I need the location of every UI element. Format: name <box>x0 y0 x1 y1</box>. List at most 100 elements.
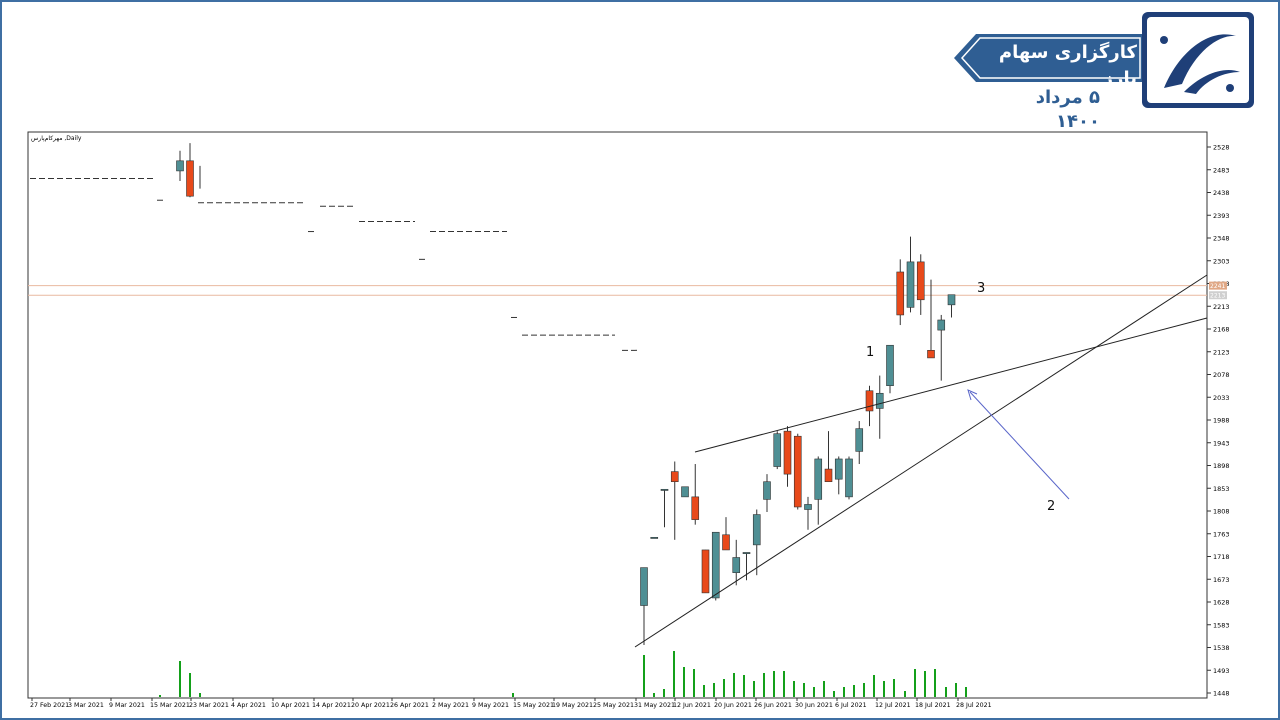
y-tick-label: 1763 <box>1213 530 1230 538</box>
x-tick-label: 15 May 2021 <box>513 702 554 709</box>
annotation-label-3: 3 <box>977 281 985 296</box>
y-tick-label: 1808 <box>1213 508 1230 516</box>
y-tick-label: 2528 <box>1213 144 1230 152</box>
candle-body <box>886 344 894 386</box>
y-tick-label: 1448 <box>1213 690 1230 698</box>
candle-body <box>793 435 802 508</box>
trendline-resistance <box>694 317 1208 453</box>
candle-body <box>732 557 741 573</box>
y-tick-label: 1718 <box>1213 553 1230 561</box>
annotation-arrow <box>969 391 1070 500</box>
candle-body <box>916 261 925 301</box>
price-label: 2241 <box>1210 283 1225 290</box>
candle-body <box>937 319 946 331</box>
x-tick-label: 31 May 2021 <box>634 702 675 709</box>
x-tick-label: 23 Mar 2021 <box>189 702 229 709</box>
brand-name: کارگزاری سهام بارز <box>998 42 1137 89</box>
x-tick-label: 27 Feb 2021 <box>30 702 69 709</box>
y-tick-label: 1853 <box>1213 485 1230 493</box>
x-tick-label: 9 May 2021 <box>472 702 509 709</box>
candle-body <box>701 549 710 594</box>
x-tick-label: 10 Apr 2021 <box>271 702 310 709</box>
candle-body <box>855 428 864 452</box>
candle-body <box>670 471 679 483</box>
y-tick-label: 1583 <box>1213 621 1230 629</box>
candle-body <box>186 160 194 197</box>
candle-body <box>722 534 730 551</box>
x-tick-label: 20 Apr 2021 <box>351 702 390 709</box>
y-tick-label: 2078 <box>1213 371 1230 379</box>
candle-body <box>875 392 884 409</box>
y-tick-label: 1673 <box>1213 576 1230 584</box>
annotation-arrow-head <box>967 389 978 401</box>
y-tick-label: 1988 <box>1213 417 1230 425</box>
y-tick-label: 2033 <box>1213 394 1230 402</box>
candle-body <box>896 271 905 316</box>
x-tick-label: 14 Apr 2021 <box>312 702 351 709</box>
x-tick-label: 20 Jun 2021 <box>714 702 752 709</box>
candle-body <box>742 552 751 554</box>
candle-body <box>927 350 935 359</box>
x-tick-label: 26 Apr 2021 <box>390 702 429 709</box>
symbol-label: مهرکام‌پارس ,Daily <box>31 135 82 142</box>
candle-body <box>650 536 659 539</box>
x-tick-label: 9 Mar 2021 <box>109 702 145 709</box>
candle-body <box>681 486 689 498</box>
candle-body <box>763 481 771 500</box>
price-label-box <box>1209 281 1227 290</box>
x-tick-label: 6 Jul 2021 <box>835 702 867 709</box>
x-tick-label: 3 Mar 2021 <box>68 702 104 709</box>
x-tick-label: 12 Jun 2021 <box>673 702 711 709</box>
candle-body <box>711 531 720 599</box>
candle-body <box>834 458 843 480</box>
y-tick-label: 2303 <box>1213 257 1230 265</box>
y-tick-label: 2123 <box>1213 348 1230 356</box>
plot-area <box>27 131 1208 699</box>
x-tick-label: 26 Jun 2021 <box>754 702 792 709</box>
x-tick-label: 28 Jul 2021 <box>956 702 992 709</box>
candle-body <box>660 488 669 491</box>
y-tick-label: 2348 <box>1213 235 1230 243</box>
x-tick-label: 12 Jul 2021 <box>875 702 911 709</box>
y-tick-label: 1538 <box>1213 644 1230 652</box>
candle-body <box>906 261 915 308</box>
y-tick-label: 1628 <box>1213 599 1230 607</box>
y-tick-label: 2213 <box>1213 303 1230 311</box>
candle-body <box>640 567 648 606</box>
candle-body <box>865 390 874 412</box>
candle-body <box>783 430 792 475</box>
y-tick-label: 2483 <box>1213 166 1230 174</box>
x-tick-label: 25 May 2021 <box>593 702 634 709</box>
x-tick-label: 30 Jun 2021 <box>795 702 833 709</box>
candle-body <box>176 160 184 172</box>
candle-body <box>845 458 853 498</box>
candle-body <box>773 433 782 467</box>
y-tick-label: 1943 <box>1213 439 1230 447</box>
candle-body <box>691 496 700 520</box>
candle-body <box>947 294 956 306</box>
annotation-label-2: 2 <box>1047 499 1055 514</box>
y-tick-label: 1493 <box>1213 667 1230 675</box>
x-tick-label: 15 Mar 2021 <box>150 702 190 709</box>
y-tick-label: 2438 <box>1213 189 1230 197</box>
brand-banner <box>954 34 1144 82</box>
candle-body <box>752 514 761 546</box>
price-label-box <box>1209 291 1227 300</box>
report-date: ۵ مرداد ۱۴۰۰ <box>1035 87 1100 132</box>
y-tick-label: 2393 <box>1213 212 1230 220</box>
y-tick-label: 1898 <box>1213 462 1230 470</box>
candle-body <box>804 504 812 510</box>
candle-body <box>814 458 823 500</box>
barez-logo-icon <box>1142 12 1254 108</box>
x-tick-label: 4 Apr 2021 <box>231 702 266 709</box>
y-tick-label: 2168 <box>1213 326 1230 334</box>
trendline-support <box>634 274 1208 648</box>
x-tick-label: 18 Jul 2021 <box>915 702 951 709</box>
price-label: 2213 <box>1210 293 1225 300</box>
x-tick-label: 19 May 2021 <box>552 702 593 709</box>
x-tick-label: 2 May 2021 <box>432 702 469 709</box>
candle-body <box>824 468 833 483</box>
annotation-label-1: 1 <box>866 345 874 360</box>
